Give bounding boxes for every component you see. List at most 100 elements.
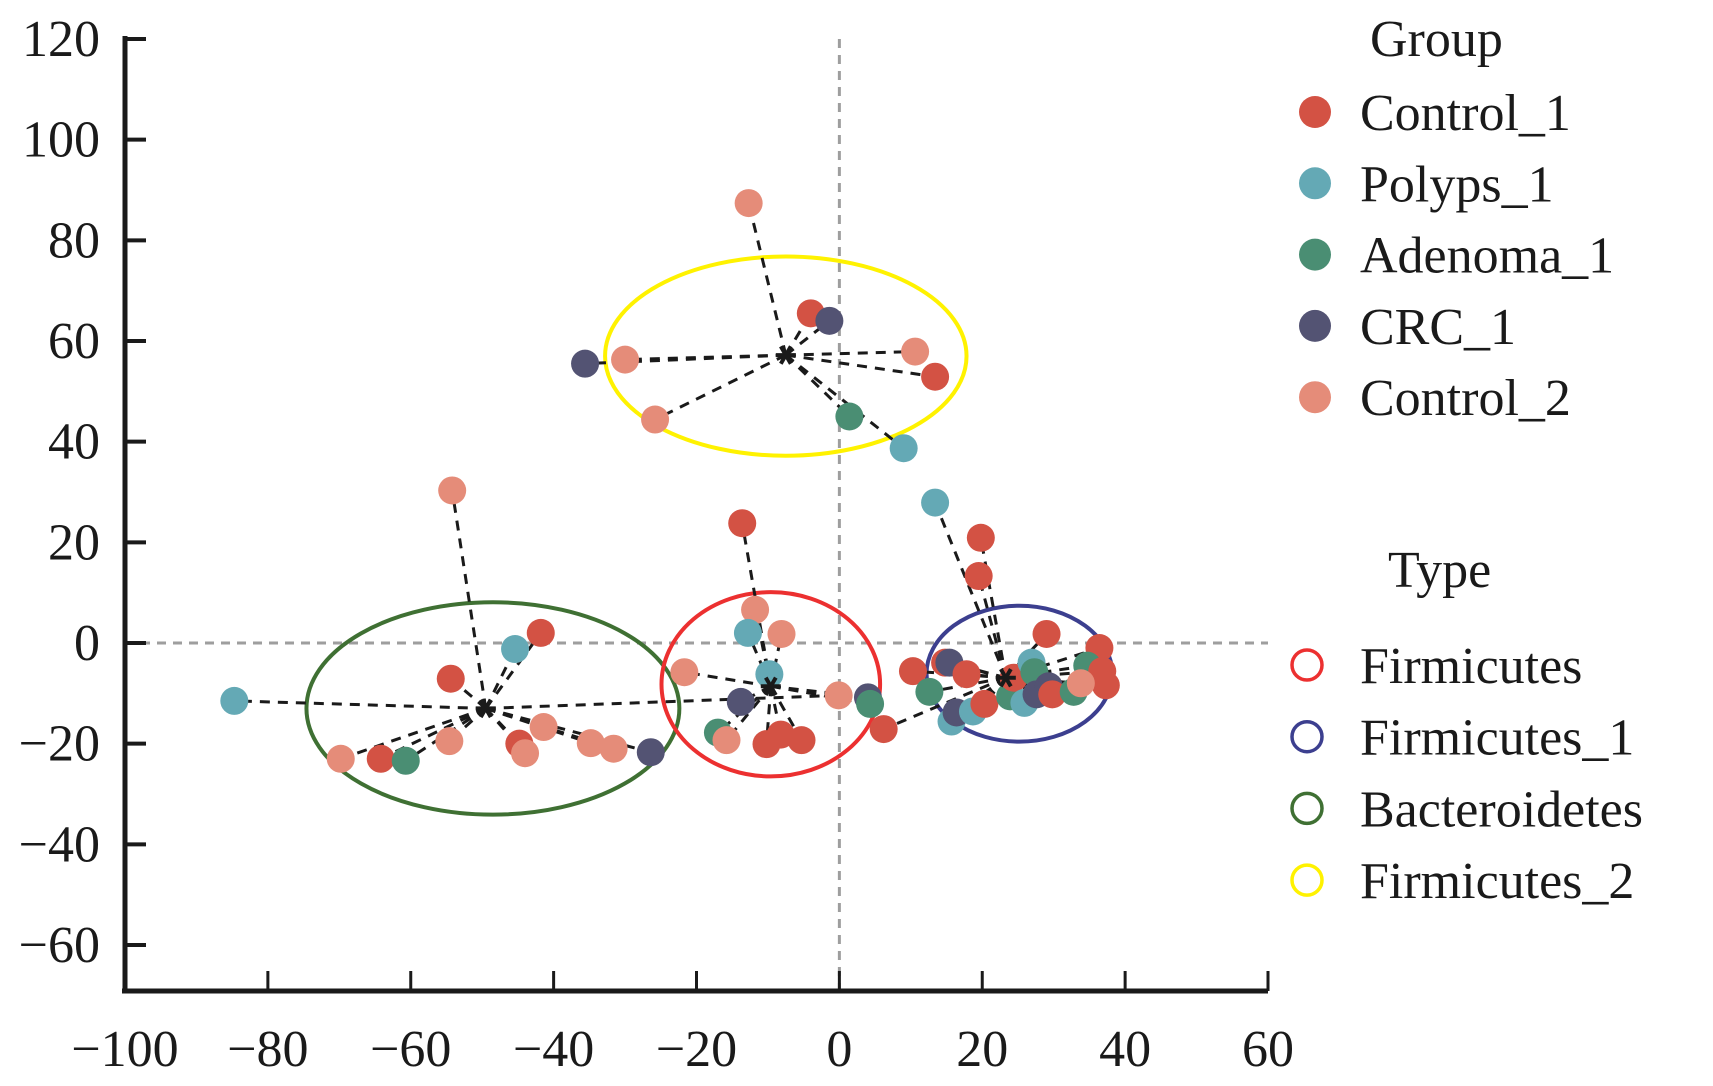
centroid-star-stroke — [779, 345, 793, 365]
legend-label: Firmicutes — [1360, 638, 1582, 695]
x-tick-label: −100 — [71, 1021, 178, 1078]
spoke-line — [684, 670, 772, 688]
point-control-2 — [529, 713, 558, 742]
point-crc-1 — [726, 687, 755, 716]
spoke-line — [404, 707, 487, 763]
point-control-1 — [436, 664, 465, 693]
point-control-2 — [511, 739, 540, 768]
spoke-line — [625, 353, 786, 362]
point-control-1 — [869, 715, 898, 744]
centroid-star-stroke — [999, 668, 1013, 688]
x-ticks: −100 −80 −60 −40 −20 0 20 40 60 — [71, 971, 1294, 1078]
point-control-1 — [526, 618, 555, 647]
point-control-2 — [767, 619, 796, 648]
spoke-line — [784, 354, 851, 418]
cluster-ellipse-firmicutes-2 — [603, 254, 969, 458]
point-polyps-1 — [501, 635, 530, 664]
point-crc-1 — [636, 738, 665, 767]
legend-label: Control_2 — [1360, 370, 1571, 427]
spoke-line — [785, 353, 936, 379]
centroid-star-stroke — [479, 698, 493, 719]
point-control-1 — [1038, 680, 1067, 709]
type-legend: Type Firmicutes Firmicutes_1 Bacteroidetes… — [1290, 542, 1643, 910]
spoke-line — [654, 353, 787, 421]
point-adenoma-1 — [856, 689, 885, 718]
y-tick-label: −60 — [19, 917, 100, 974]
point-control-2 — [901, 337, 930, 366]
cluster-ellipse-firmicutes — [659, 590, 883, 779]
point-control-2 — [435, 727, 464, 756]
y-tick-label: 0 — [74, 615, 100, 672]
point-control-1 — [964, 562, 993, 591]
x-tick-label: 20 — [956, 1021, 1008, 1078]
point-control-1 — [1091, 671, 1120, 700]
centroid-star — [775, 345, 796, 365]
point-control-2 — [326, 744, 355, 773]
spoke-line — [747, 202, 788, 356]
spoke-line — [883, 676, 1007, 731]
centroid-star — [760, 676, 781, 696]
spoke-line — [912, 669, 1006, 680]
spoke-line — [340, 707, 487, 761]
legend-label: Control_1 — [1360, 85, 1571, 142]
point-control-1 — [1032, 619, 1061, 648]
spoke-line — [933, 502, 1008, 679]
spoke-line — [785, 350, 916, 357]
centroid-star — [475, 698, 496, 719]
point-control-2 — [576, 729, 605, 758]
spoke-line — [949, 661, 1007, 680]
y-tick-label: 120 — [22, 11, 100, 68]
spoke-line — [484, 632, 542, 710]
spoke-line — [784, 319, 831, 357]
y-tick-label: 100 — [22, 112, 100, 169]
legend-label: CRC_1 — [1360, 299, 1516, 356]
spoke-line — [979, 537, 1008, 678]
point-control-1 — [787, 726, 816, 755]
x-tick-label: 0 — [826, 1021, 852, 1078]
centroid-star-stroke — [764, 676, 778, 696]
point-control-1 — [970, 689, 999, 718]
y-tick-label: 60 — [48, 313, 100, 370]
point-control-2 — [734, 189, 763, 218]
point-control-2 — [1066, 669, 1095, 698]
point-adenoma-1 — [835, 402, 864, 431]
point-control-2 — [670, 658, 699, 687]
spoke-line — [234, 699, 486, 710]
point-control-1 — [728, 509, 757, 538]
point-control-2 — [712, 726, 741, 755]
spoke-line — [977, 575, 1008, 679]
spoke-line — [450, 490, 488, 709]
spoke-line — [765, 686, 773, 745]
legend-ring-firmicutes-2 — [1290, 863, 1324, 897]
point-adenoma-1 — [391, 746, 420, 775]
point-polyps-1 — [889, 434, 918, 463]
y-tick-label: 80 — [48, 212, 100, 269]
point-control-2 — [824, 681, 853, 710]
x-tick-label: −40 — [513, 1021, 594, 1078]
point-polyps-1 — [755, 660, 784, 689]
point-polyps-1 — [921, 488, 950, 517]
legend-ring-bacteroidetes — [1290, 791, 1324, 826]
reference-lines — [125, 39, 1268, 991]
data-points — [220, 189, 1120, 775]
group-legend-title: Group — [1370, 11, 1503, 68]
legend-label: Bacteroidetes — [1360, 781, 1643, 838]
point-control-1 — [366, 744, 395, 773]
point-control-1 — [921, 362, 950, 391]
centroid-star — [995, 668, 1016, 688]
legend-label: Firmicutes_2 — [1360, 853, 1634, 910]
legend-ring-firmicutes-1 — [1290, 719, 1324, 754]
point-crc-1 — [815, 306, 844, 335]
x-tick-label: −20 — [656, 1021, 737, 1078]
y-tick-label: −20 — [19, 716, 100, 773]
x-tick-label: −80 — [227, 1021, 308, 1078]
legend-dot-polyps-1 — [1299, 167, 1331, 200]
point-control-2 — [641, 405, 670, 434]
x-tick-label: 60 — [1242, 1021, 1294, 1078]
x-tick-label: −60 — [370, 1021, 451, 1078]
point-control-2 — [438, 476, 467, 505]
axes — [122, 36, 1268, 994]
point-adenoma-1 — [915, 677, 944, 706]
legend-label: Adenoma_1 — [1360, 228, 1614, 285]
